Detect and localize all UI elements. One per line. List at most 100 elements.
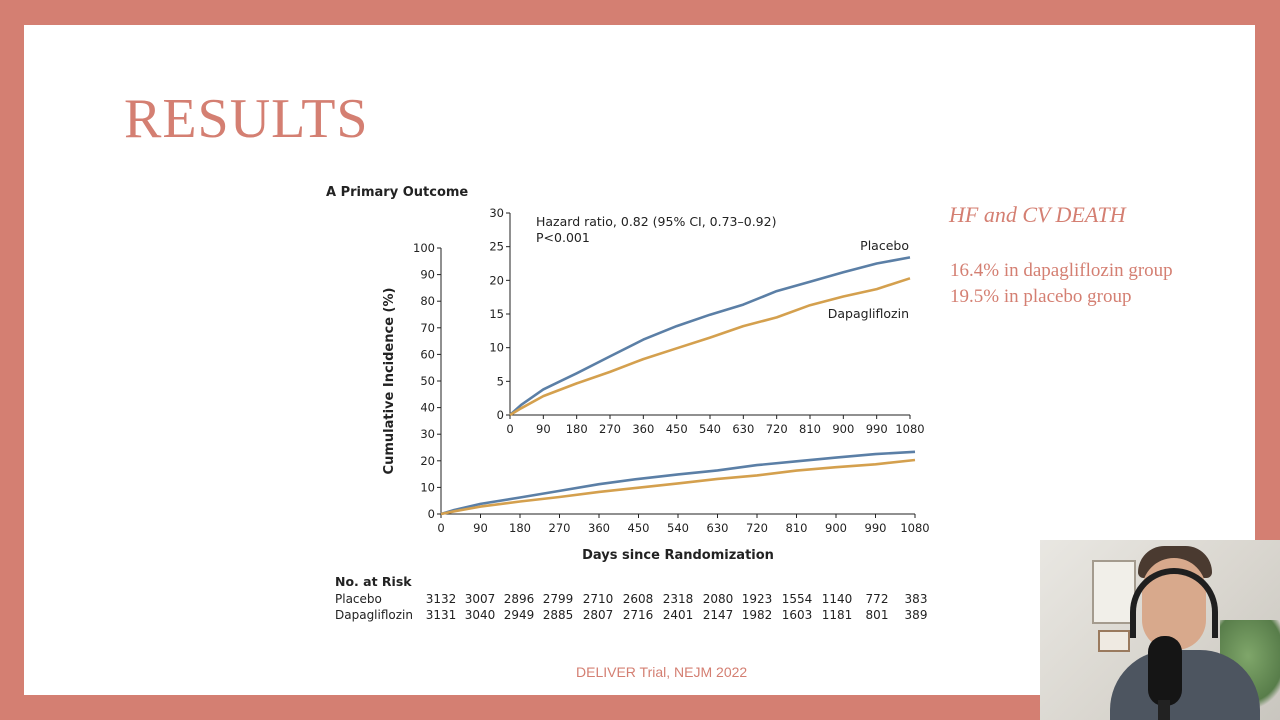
x-tick-label: 450 <box>628 521 650 535</box>
x-tick-label: 630 <box>732 422 754 436</box>
y-tick-label: 10 <box>420 480 435 494</box>
risk-table-cell: 2716 <box>623 608 654 622</box>
x-tick-label: 450 <box>666 422 688 436</box>
webcam-overlay <box>1040 540 1280 720</box>
y-tick-label: 60 <box>420 347 435 361</box>
y-tick-label: 10 <box>489 341 504 355</box>
source-citation: DELIVER Trial, NEJM 2022 <box>576 664 748 680</box>
presenter-body <box>1110 650 1260 720</box>
x-tick-label: 270 <box>599 422 621 436</box>
x-tick-label: 90 <box>473 521 488 535</box>
risk-table-cell: 3131 <box>426 608 457 622</box>
risk-table-cell: 2896 <box>504 592 535 606</box>
x-tick-label: 270 <box>549 521 571 535</box>
risk-table-cell: 2949 <box>504 608 535 622</box>
risk-table-cell: 3007 <box>465 592 496 606</box>
risk-row-label: Placebo <box>335 592 382 606</box>
x-tick-label: 360 <box>632 422 654 436</box>
risk-table-cell: 389 <box>905 608 928 622</box>
y-tick-label: 70 <box>420 321 435 335</box>
x-tick-label: 0 <box>506 422 513 436</box>
y-tick-label: 5 <box>497 374 504 388</box>
risk-table-cell: 1923 <box>742 592 773 606</box>
risk-table-cell: 2885 <box>543 608 574 622</box>
risk-table-cell: 2608 <box>623 592 654 606</box>
risk-table-cell: 1603 <box>782 608 813 622</box>
series-line-placebo <box>440 450 916 516</box>
risk-table-cell: 2318 <box>663 592 694 606</box>
dapagliflozin-series-label: Dapagliflozin <box>828 306 909 321</box>
x-tick-label: 990 <box>866 422 888 436</box>
x-tick-label: 360 <box>588 521 610 535</box>
risk-table-cell: 801 <box>866 608 889 622</box>
wall-picture <box>1092 560 1136 624</box>
x-tick-label: 720 <box>746 521 768 535</box>
y-tick-label: 25 <box>489 240 504 254</box>
hazard-ratio-annotation: Hazard ratio, 0.82 (95% CI, 0.73–0.92) <box>536 214 776 229</box>
risk-row-label: Dapagliflozin <box>335 608 413 622</box>
placebo-stat: 19.5% in placebo group <box>950 286 1132 307</box>
headphones-icon <box>1130 568 1218 638</box>
x-tick-label: 540 <box>667 521 689 535</box>
risk-table-cell: 3132 <box>426 592 457 606</box>
risk-table-cell: 1140 <box>822 592 853 606</box>
x-tick-label: 630 <box>707 521 729 535</box>
risk-table-cell: 383 <box>905 592 928 606</box>
risk-table-cell: 2799 <box>543 592 574 606</box>
x-axis-title: Days since Randomization <box>582 548 774 563</box>
x-tick-label: 1080 <box>900 521 929 535</box>
y-tick-label: 90 <box>420 268 435 282</box>
microphone-icon <box>1148 636 1182 706</box>
risk-table-cell: 2147 <box>703 608 734 622</box>
risk-table-cell: 2807 <box>583 608 614 622</box>
x-tick-label: 1080 <box>895 422 924 436</box>
y-tick-label: 20 <box>420 454 435 468</box>
x-tick-label: 90 <box>536 422 551 436</box>
placebo-series-label: Placebo <box>860 238 909 253</box>
y-tick-label: 20 <box>489 273 504 287</box>
x-tick-label: 900 <box>832 422 854 436</box>
series-line-placebo <box>509 256 911 416</box>
x-tick-label: 990 <box>865 521 887 535</box>
risk-table-heading: No. at Risk <box>335 574 412 589</box>
chart-title: A Primary Outcome <box>326 185 468 200</box>
x-tick-label: 810 <box>799 422 821 436</box>
p-value-annotation: P<0.001 <box>536 230 590 245</box>
wall-picture-small <box>1098 630 1130 652</box>
microphone-arm <box>1158 700 1170 720</box>
x-tick-label: 180 <box>566 422 588 436</box>
y-tick-label: 80 <box>420 294 435 308</box>
y-tick-label: 50 <box>420 374 435 388</box>
inset-chart: 0 5 10 15 20 25 30 0 90 180 270 360 450 540 630 720 810 9… <box>489 206 924 436</box>
risk-table-cell: 772 <box>866 592 889 606</box>
x-tick-label: 900 <box>825 521 847 535</box>
series-line-dapagliflozin <box>509 277 911 417</box>
risk-table-cell: 2401 <box>663 608 694 622</box>
x-tick-label: 180 <box>509 521 531 535</box>
risk-table-cell: 1181 <box>822 608 853 622</box>
y-tick-label: 15 <box>489 307 504 321</box>
risk-table-cell: 2710 <box>583 592 614 606</box>
y-tick-label: 30 <box>420 427 435 441</box>
y-tick-label: 100 <box>413 241 435 255</box>
y-axis-title: Cumulative Incidence (%) <box>382 288 397 475</box>
y-tick-label: 0 <box>428 507 435 521</box>
dapagliflozin-stat: 16.4% in dapagliflozin group <box>950 260 1173 281</box>
risk-table-cell: 1554 <box>782 592 813 606</box>
x-tick-label: 810 <box>786 521 808 535</box>
slide-title: RESULTS <box>124 88 369 150</box>
y-tick-label: 40 <box>420 401 435 415</box>
series-line-dapagliflozin <box>440 458 916 516</box>
risk-table-cell: 2080 <box>703 592 734 606</box>
x-tick-label: 720 <box>766 422 788 436</box>
y-tick-label: 30 <box>489 206 504 220</box>
slide: RESULTS HF and CV DEATH 16.4% in dapagli… <box>24 25 1255 695</box>
x-tick-label: 0 <box>437 521 444 535</box>
risk-table: No. at Risk Placebo 3132 3007 2896 2799 2710 26… <box>335 574 927 622</box>
y-tick-label: 0 <box>497 408 504 422</box>
x-tick-label: 540 <box>699 422 721 436</box>
outcome-heading: HF and CV DEATH <box>949 202 1126 227</box>
risk-table-cell: 1982 <box>742 608 773 622</box>
